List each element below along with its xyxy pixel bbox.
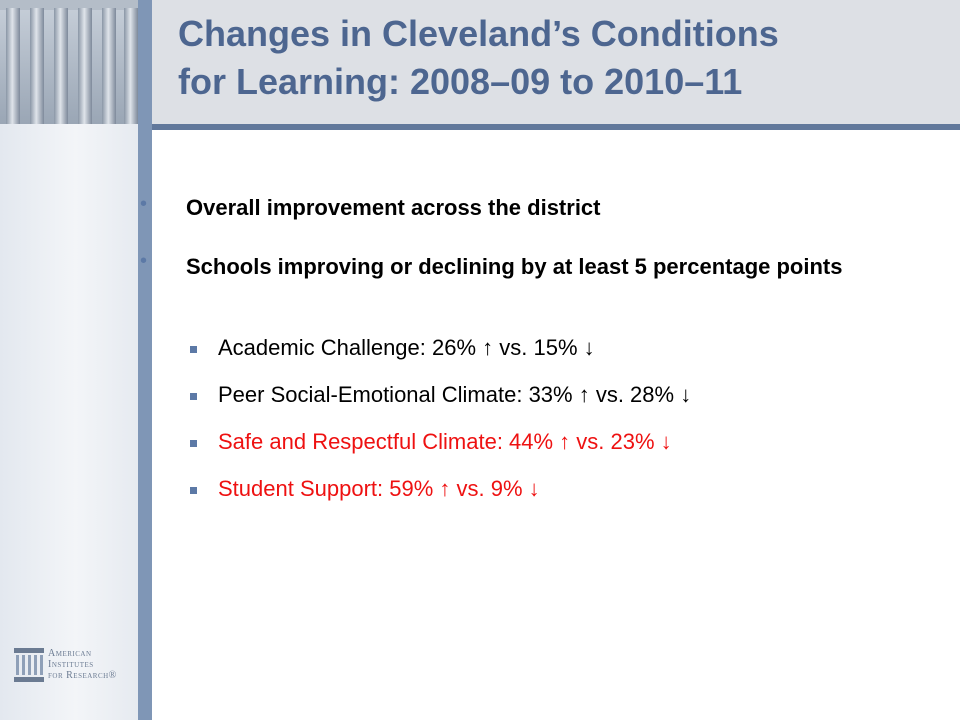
square-bullet-icon xyxy=(190,346,197,353)
bullet-overall-improvement: Overall improvement across the district xyxy=(186,195,601,220)
square-bullet-icon xyxy=(190,393,197,400)
slide-title-line-2: for Learning: 2008–09 to 2010–11 xyxy=(178,61,743,102)
building-logo-icon xyxy=(14,648,44,682)
sub-item-safe-climate: Safe and Respectful Climate: 44% ↑ vs. 2… xyxy=(218,429,672,454)
bullet-dot: • xyxy=(140,250,148,272)
sub-item-academic-challenge: Academic Challenge: 26% ↑ vs. 15% ↓ xyxy=(218,335,595,360)
bullet-schools-changing: Schools improving or declining by at lea… xyxy=(186,254,843,279)
square-bullet-icon xyxy=(190,487,197,494)
logo-line-2: Institutes xyxy=(48,659,94,670)
logo-line-1: American xyxy=(48,648,92,659)
logo-wordmark: American Institutes for Research® xyxy=(48,648,117,681)
bullet-dot: • xyxy=(140,193,148,215)
slide-title-line-1: Changes in Cleveland’s Conditions xyxy=(178,13,779,54)
logo-line-3: for Research® xyxy=(48,670,117,681)
title-underline xyxy=(152,124,960,130)
building-columns-image xyxy=(0,0,138,124)
sub-item-peer-climate: Peer Social-Emotional Climate: 33% ↑ vs.… xyxy=(218,382,692,407)
vertical-accent-stripe xyxy=(138,0,152,720)
air-logo: American Institutes for Research® xyxy=(14,648,138,692)
title-bar xyxy=(152,0,960,124)
slide-title: Changes in Cleveland’s Conditions for Le… xyxy=(178,10,948,106)
square-bullet-icon xyxy=(190,440,197,447)
sub-item-student-support: Student Support: 59% ↑ vs. 9% ↓ xyxy=(218,476,540,501)
